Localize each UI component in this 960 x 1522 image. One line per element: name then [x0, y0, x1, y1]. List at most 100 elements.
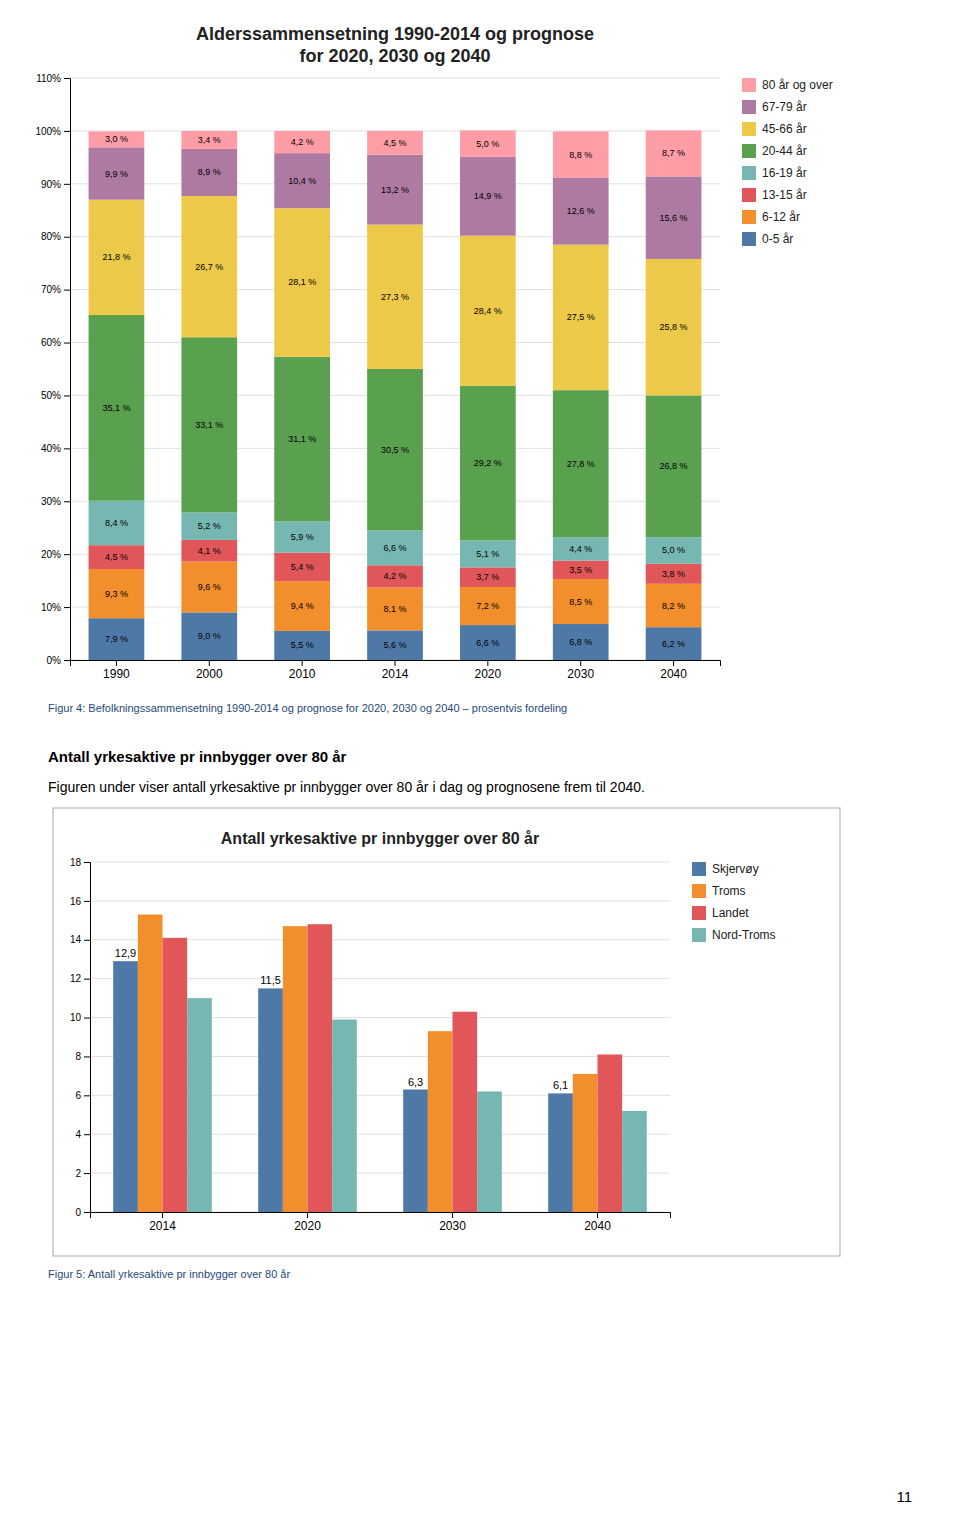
grid-line [90, 862, 670, 863]
x-tick-label: 2030 [567, 667, 594, 681]
y-tick-label: 10% [41, 602, 61, 613]
y-tick-label: 10 [70, 1012, 82, 1023]
x-tick: 1990 [103, 660, 130, 681]
bar-segment [460, 157, 516, 236]
legend-swatch [742, 122, 756, 136]
caption: Figur 5: Antall yrkesaktive pr innbygger… [48, 1268, 290, 1280]
legend-label: Landet [712, 906, 749, 920]
y-tick-mark [84, 1095, 90, 1096]
bar-segment [646, 130, 702, 176]
y-tick: 40% [41, 443, 70, 454]
data-label: 33,1 % [195, 420, 223, 430]
y-tick: 6 [75, 1090, 90, 1101]
x-tick: 2010 [289, 660, 316, 681]
bar-segment [553, 561, 609, 580]
page-number: 11 [896, 1488, 912, 1505]
data-label: 14,9 % [474, 191, 502, 201]
bars [113, 915, 647, 1213]
bar-segment [89, 131, 145, 147]
bar-segment [553, 537, 609, 560]
x-axis: 1990200020102014202020302040 [71, 660, 721, 681]
data-label: 6,2 % [662, 639, 685, 649]
bar-segment [89, 501, 145, 545]
y-tick-label: 0% [47, 655, 62, 666]
y-tick-mark [64, 607, 70, 608]
data-label: 6,8 % [569, 637, 592, 647]
y-tick: 18 [70, 857, 90, 868]
legend-label: Nord-Troms [712, 928, 776, 942]
legend: SkjervøyTromsLandetNord-Troms [692, 862, 776, 942]
bar-segment [367, 369, 423, 530]
data-label: 26,8 % [660, 461, 688, 471]
bar [573, 1074, 598, 1212]
data-label: 3,8 % [662, 569, 685, 579]
grid-line [90, 900, 670, 901]
grid [90, 862, 670, 1212]
y-tick-label: 70% [41, 284, 61, 295]
bar-segment [646, 537, 702, 563]
bar [138, 915, 163, 1213]
bar-segment [181, 512, 237, 540]
x-tick-mark [302, 660, 303, 666]
x-tick-label: 2040 [584, 1219, 611, 1233]
x-tick: 2030 [439, 1212, 466, 1233]
data-label: 15,6 % [660, 213, 688, 223]
grid-line [70, 78, 720, 79]
y-axis: 024681012141618 [70, 857, 91, 1218]
y-tick-label: 2 [75, 1168, 81, 1179]
bar-segment [460, 130, 516, 156]
y-tick: 10% [41, 602, 70, 613]
bar-segment [646, 259, 702, 396]
x-tick-mark [209, 660, 210, 666]
bar-segment [89, 569, 145, 618]
data-label: 5,2 % [198, 521, 221, 531]
y-tick-mark [64, 554, 70, 555]
bar-segment [274, 521, 330, 552]
y-tick-mark [64, 290, 70, 291]
data-label: 8,5 % [569, 597, 592, 607]
bar-segment [89, 147, 145, 199]
bar-segment [553, 131, 609, 178]
bar-segment [460, 236, 516, 386]
bar-segment [460, 386, 516, 540]
bar-segment [367, 225, 423, 369]
data-label: 8,1 % [383, 604, 406, 614]
y-tick-mark [64, 395, 70, 396]
bar-segment [274, 581, 330, 631]
bar-segment [367, 131, 423, 155]
data-label: 5,4 % [291, 562, 314, 572]
legend-swatch [742, 232, 756, 246]
data-label: 31,1 % [288, 434, 316, 444]
legend-swatch [742, 210, 756, 224]
bar [548, 1093, 573, 1212]
data-label: 12,6 % [567, 206, 595, 216]
data-label: 28,1 % [288, 277, 316, 287]
data-label: 8,2 % [662, 601, 685, 611]
x-tick: 2020 [294, 1212, 321, 1233]
data-label: 3,0 % [105, 134, 128, 144]
bar-segment [646, 176, 702, 259]
y-tick-label: 40% [41, 443, 61, 454]
bar-segment [89, 618, 145, 660]
legend-swatch [742, 78, 756, 92]
y-tick: 10 [70, 1012, 90, 1023]
bar-segment [553, 245, 609, 391]
bar-segment [646, 627, 702, 660]
data-label: 25,8 % [660, 322, 688, 332]
bar [187, 998, 212, 1212]
x-tick-mark [673, 660, 674, 666]
y-tick: 16 [70, 896, 90, 907]
y-tick-mark [64, 237, 70, 238]
data-label: 5,0 % [476, 139, 499, 149]
bar [283, 926, 308, 1212]
x-tick: 2030 [567, 660, 594, 681]
legend-swatch [742, 188, 756, 202]
data-label: 4,5 % [383, 138, 406, 148]
data-label: 4,2 % [291, 137, 314, 147]
data-label: 4,4 % [569, 544, 592, 554]
y-tick: 70% [41, 284, 70, 295]
chart-title: Alderssammensetning 1990-2014 og prognos… [196, 24, 594, 66]
y-tick: 4 [75, 1129, 90, 1140]
x-tick-mark [307, 1212, 308, 1218]
y-tick-mark [64, 131, 70, 132]
